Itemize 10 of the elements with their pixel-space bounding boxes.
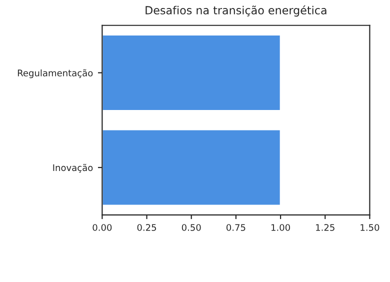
x-tick-label: 1.25 xyxy=(316,224,334,231)
x-tick-label: 0.75 xyxy=(226,224,246,231)
chart-title: Desafios na transição energética xyxy=(146,5,326,17)
y-tick-label: Regulamentação xyxy=(18,69,93,78)
x-tick-label: 0.50 xyxy=(182,224,201,231)
x-tick-label: 0.25 xyxy=(137,224,156,231)
y-tick-label: Inovação xyxy=(53,164,93,173)
x-tick-label: 0.00 xyxy=(92,224,112,231)
x-tick-label: 1.00 xyxy=(271,224,290,231)
x-tick-label: 1.50 xyxy=(360,224,380,231)
